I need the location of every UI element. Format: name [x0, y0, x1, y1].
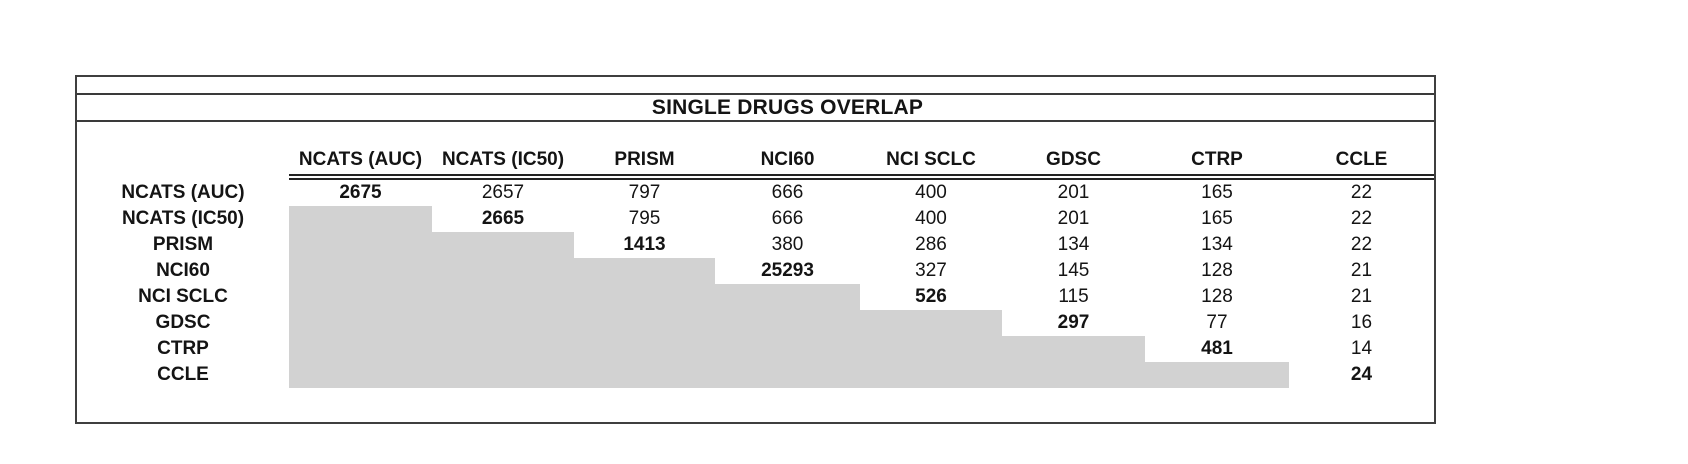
value-cell: 128 [1201, 260, 1233, 281]
column-header: NCATS (IC50) [441, 148, 565, 170]
value-cell: 14 [1350, 338, 1373, 359]
value-cell: 22 [1350, 208, 1373, 229]
header-underline [289, 174, 1434, 180]
column-header: NCI SCLC [886, 148, 976, 170]
value-cell: 666 [771, 182, 804, 203]
shaded-cell [1145, 362, 1289, 388]
value-cell: 481 [1201, 338, 1233, 359]
value-cell: 24 [1350, 364, 1373, 385]
shaded-cell [289, 362, 432, 388]
value-cell: 400 [915, 208, 947, 229]
row-label: CCLE [157, 364, 209, 385]
value-cell: 286 [915, 234, 947, 255]
shaded-cell [574, 336, 715, 362]
shaded-cell [860, 310, 1002, 336]
value-cell: 2675 [339, 182, 382, 203]
shaded-cell [432, 362, 574, 388]
value-cell: 22 [1350, 234, 1373, 255]
shaded-cell [715, 310, 860, 336]
column-header: NCATS (AUC) [298, 148, 423, 170]
table-title: SINGLE DRUGS OVERLAP [77, 95, 1434, 122]
shaded-cell [432, 310, 574, 336]
value-cell: 2657 [481, 182, 525, 203]
value-cell: 165 [1201, 182, 1233, 203]
shaded-cell [289, 206, 432, 232]
value-cell: 327 [915, 260, 947, 281]
value-cell: 795 [628, 208, 661, 229]
value-cell: 380 [771, 234, 804, 255]
value-cell: 2665 [481, 208, 525, 229]
shaded-cell [432, 232, 574, 258]
shaded-cell [860, 362, 1002, 388]
column-header: NCI60 [760, 148, 815, 170]
column-header: PRISM [614, 148, 675, 170]
matrix-body: NCATS (AUC) 2675 2657 797 666 400 201 165 22 NCAT… [77, 180, 1434, 388]
shaded-cell [1002, 362, 1145, 388]
column-header-row: NCATS (AUC) NCATS (IC50) PRISM NCI60 NCI SCL… [77, 145, 1434, 174]
value-cell: 115 [1058, 286, 1089, 307]
shaded-cell [574, 258, 715, 284]
row-label: GDSC [155, 312, 211, 333]
value-cell: 201 [1057, 208, 1090, 229]
value-cell: 201 [1057, 182, 1090, 203]
value-cell: 128 [1201, 286, 1233, 307]
row-label: NCATS (IC50) [121, 208, 245, 229]
overlap-matrix: NCATS (AUC) NCATS (IC50) PRISM NCI60 NCI SCL… [77, 145, 1434, 388]
shaded-cell [289, 258, 432, 284]
shaded-cell [574, 284, 715, 310]
overlap-table-frame: SINGLE DRUGS OVERLAP NCATS (AUC) NCATS (I… [75, 75, 1436, 424]
value-cell: 25293 [761, 260, 814, 281]
value-cell: 666 [771, 208, 804, 229]
value-cell: 400 [915, 182, 947, 203]
value-cell: 16 [1350, 312, 1373, 333]
shaded-cell [574, 362, 715, 388]
shaded-cell [432, 258, 574, 284]
shaded-cell [715, 362, 860, 388]
shaded-cell [715, 284, 860, 310]
value-cell: 21 [1350, 286, 1373, 307]
value-cell: 297 [1057, 312, 1090, 333]
row-label: PRISM [152, 234, 214, 255]
shaded-cell [289, 336, 432, 362]
value-cell: 134 [1057, 234, 1090, 255]
row-label: CTRP [157, 338, 209, 359]
row-label: NCI60 [156, 260, 210, 281]
column-header: CTRP [1191, 148, 1243, 170]
value-cell: 797 [628, 182, 661, 203]
shaded-cell [1002, 336, 1145, 362]
value-cell: 145 [1057, 260, 1090, 281]
row-label: NCI SCLC [138, 286, 228, 307]
value-cell: 1413 [623, 234, 666, 255]
value-cell: 22 [1350, 182, 1373, 203]
value-cell: 21 [1350, 260, 1373, 281]
row-label: NCATS (AUC) [121, 182, 245, 203]
shaded-cell [432, 284, 574, 310]
shaded-cell [574, 310, 715, 336]
value-cell: 134 [1201, 234, 1233, 255]
shaded-cell [432, 336, 574, 362]
value-cell: 526 [915, 286, 947, 307]
value-cell: 165 [1201, 208, 1233, 229]
shaded-cell [860, 336, 1002, 362]
column-header: GDSC [1046, 148, 1101, 170]
value-cell: 77 [1206, 312, 1228, 333]
shaded-cell [715, 336, 860, 362]
shaded-cell [289, 310, 432, 336]
shaded-cell [289, 284, 432, 310]
shaded-cell [289, 232, 432, 258]
column-header: CCLE [1335, 148, 1388, 170]
top-empty-strip [77, 77, 1434, 95]
